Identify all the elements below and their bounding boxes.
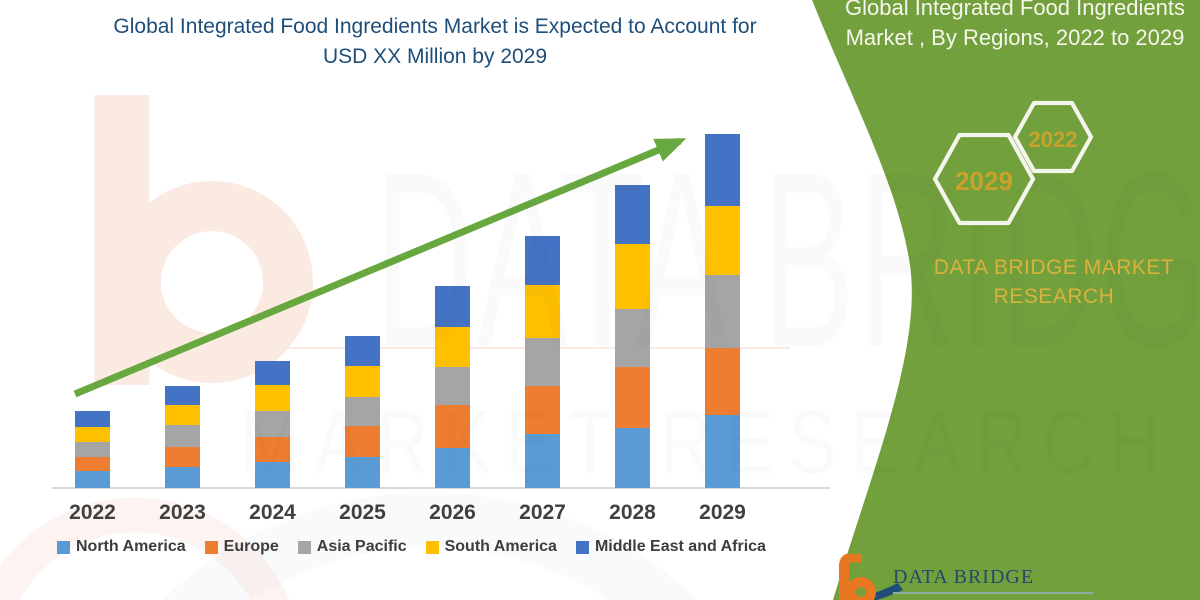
bar-segment-europe [435,405,470,448]
bar-segment-middle-east-and-africa [165,386,200,405]
bar-segment-europe [255,437,290,462]
footer-brand-text: DATA BRIDGE [893,566,1035,588]
legend-label: Europe [223,538,279,555]
hexagon-2022 [1012,100,1094,174]
legend-label: Middle East and Africa [594,538,766,555]
bar-segment-europe [345,426,380,457]
hexagon-2029 [932,132,1036,226]
bar-segment-south-america [345,366,380,397]
bar-2028 [615,185,650,488]
bar-segment-middle-east-and-africa [705,134,740,206]
bar-segment-middle-east-and-africa [75,411,110,427]
legend-swatch [425,540,439,554]
legend-label: Asia Pacific [316,538,407,555]
x-axis-label-2022: 2022 [69,501,116,524]
hexagon-2022-label: 2022 [1028,127,1078,152]
bar-segment-south-america [165,405,200,425]
x-axis-label-2025: 2025 [339,501,386,524]
bar-2022 [75,411,110,488]
legend-item-europe: Europe [204,538,279,556]
bar-segment-middle-east-and-africa [255,361,290,385]
bar-segment-europe [615,367,650,428]
bar-segment-asia-pacific [525,338,560,386]
legend-swatch [297,540,311,554]
sidebar-brand-line2: RESEARCH [993,285,1115,308]
bar-segment-north-america [705,415,740,488]
bar-segment-south-america [705,206,740,275]
bar-segment-south-america [615,244,650,309]
x-axis-label-2029: 2029 [699,501,746,524]
bar-segment-asia-pacific [345,397,380,426]
bar-segment-south-america [75,427,110,442]
bar-segment-north-america [615,428,650,488]
bar-2025 [345,336,380,488]
bar-segment-north-america [75,471,110,488]
footer-sub-text: MARKET RESEARCH [893,598,1070,600]
legend-swatch [204,540,218,554]
bar-segment-asia-pacific [165,425,200,447]
hexagons [932,100,1094,226]
sidebar-heading-line2: Market , By Regions, 2022 to 2029 [845,25,1185,50]
legend-item-middle-east-and-africa: Middle East and Africa [575,538,766,556]
legend-label: South America [444,538,557,555]
bar-segment-middle-east-and-africa [435,286,470,327]
bar-segment-north-america [345,457,380,488]
bar-segment-north-america [165,467,200,488]
bar-segment-middle-east-and-africa [345,336,380,366]
bar-segment-asia-pacific [75,442,110,457]
bar-2027 [525,236,560,488]
legend-item-north-america: North America [57,538,186,556]
sidebar-heading: Global Integrated Food Ingredients Marke… [830,0,1200,53]
bar-segment-south-america [525,285,560,338]
x-axis-line [52,487,830,489]
bar-segment-europe [705,348,740,415]
chart-title-line2: USD XX Million by 2029 [322,45,548,68]
bar-segment-asia-pacific [255,411,290,437]
chart-legend: North America Europe Asia Pacific South Ame… [57,538,766,556]
footer-divider [893,592,1093,594]
chart-title-line1: Global Integrated Food Ingredients Marke… [113,15,757,38]
bar-segment-north-america [525,434,560,488]
bar-segment-asia-pacific [435,367,470,405]
bar-segment-north-america [435,448,470,488]
hexagon-2029-label: 2029 [955,166,1013,196]
bar-segment-middle-east-and-africa [615,185,650,244]
legend-swatch [575,540,589,554]
legend-item-south-america: South America [425,538,557,556]
legend-item-asia-pacific: Asia Pacific [297,538,407,556]
legend-label: North America [76,538,186,555]
data-bridge-logo-icon [839,554,903,600]
x-axis-label-2024: 2024 [249,501,296,524]
legend-swatch [57,540,70,554]
bar-segment-europe [525,386,560,434]
plot-area: North America Europe Asia Pacific South Ame… [52,134,830,556]
sidebar-brand-line1: DATA BRIDGE MARKET [933,256,1175,279]
chart-title: Global Integrated Food Ingredients Marke… [30,12,840,72]
x-axis-label-2028: 2028 [609,501,656,524]
x-axis-label-2027: 2027 [519,501,566,524]
bar-segment-asia-pacific [705,275,740,348]
x-axis-label-2026: 2026 [429,501,476,524]
bar-segment-middle-east-and-africa [525,236,560,285]
bar-2024 [255,361,290,488]
bar-segment-europe [75,457,110,471]
bar-2026 [435,286,470,488]
bar-2029 [705,134,740,488]
sidebar-heading-line1: Global Integrated Food Ingredients [844,0,1185,20]
bar-segment-asia-pacific [615,309,650,367]
bar-segment-south-america [255,385,290,411]
sidebar-brand: DATA BRIDGE MARKET RESEARCH [930,253,1178,311]
bar-2023 [165,386,200,488]
bar-segment-europe [165,447,200,467]
x-axis-label-2023: 2023 [159,501,206,524]
bar-segment-north-america [255,462,290,488]
bar-segment-south-america [435,327,470,367]
